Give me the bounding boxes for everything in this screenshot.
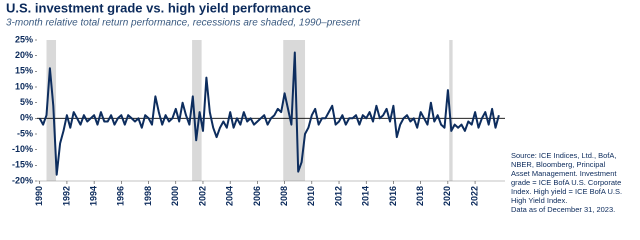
y-tick-label: 5% xyxy=(20,97,33,107)
x-tick-label: 2018 xyxy=(415,186,425,206)
x-tick-label: 2006 xyxy=(252,186,262,206)
chart-title: U.S. investment grade vs. high yield per… xyxy=(6,0,311,15)
x-tick-label: 2002 xyxy=(197,186,207,206)
x-tick-label: 1994 xyxy=(89,186,99,206)
source-note: Index. High yield = ICE BofA U.S. xyxy=(511,187,622,196)
recession-shade xyxy=(46,40,57,181)
x-tick-label: 2020 xyxy=(442,186,452,206)
x-tick-label: 1992 xyxy=(61,186,71,206)
source-note: High Yield Index. xyxy=(511,196,567,205)
recession-shade xyxy=(449,40,453,181)
chart: U.S. investment grade vs. high yield per… xyxy=(6,0,622,214)
x-tick-label: 1998 xyxy=(143,186,153,206)
x-tick-label: 2010 xyxy=(306,186,316,206)
chart-subtitle: 3-month relative total return performanc… xyxy=(6,18,361,29)
x-tick-label: 1996 xyxy=(116,186,126,206)
x-tick-label: 2014 xyxy=(361,186,371,206)
y-tick-label: -10% xyxy=(12,144,33,154)
source-note: Data as of December 31, 2023. xyxy=(511,205,615,214)
source-note: NBER, Bloomberg, Principal xyxy=(511,160,606,169)
x-tick-label: 2022 xyxy=(469,186,479,206)
x-tick-label: 1990 xyxy=(34,186,44,206)
y-tick-label: -5% xyxy=(17,128,33,138)
y-tick-label: 10% xyxy=(15,81,33,91)
x-tick-label: 2012 xyxy=(333,186,343,206)
y-tick-label: 25% xyxy=(15,34,33,44)
source-note: Source: ICE Indices, Ltd., BofA, xyxy=(511,151,616,160)
y-tick-label: 0% xyxy=(20,113,33,123)
y-tick-label: 20% xyxy=(15,50,33,60)
y-tick-label: 15% xyxy=(15,66,33,76)
x-tick-label: 2000 xyxy=(170,186,180,206)
source-note: Asset Management. Investment xyxy=(511,169,617,178)
source-note: grade = ICE BofA U.S. Corporate xyxy=(511,178,621,187)
data-line xyxy=(38,51,500,176)
x-tick-label: 2016 xyxy=(388,186,398,206)
recession-shade xyxy=(283,40,306,181)
y-tick-label: -15% xyxy=(12,160,33,170)
x-tick-label: 2004 xyxy=(225,186,235,206)
y-tick-label: -20% xyxy=(12,175,33,185)
recession-shade xyxy=(192,40,202,181)
x-tick-label: 2008 xyxy=(279,186,289,206)
